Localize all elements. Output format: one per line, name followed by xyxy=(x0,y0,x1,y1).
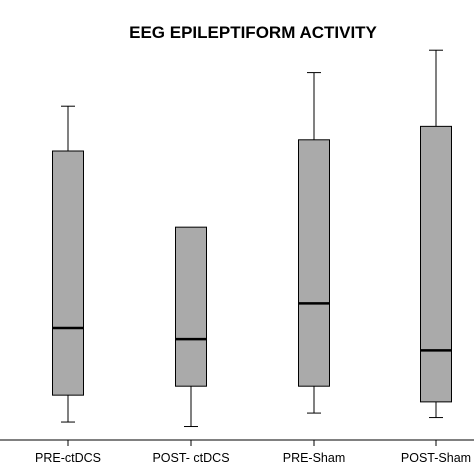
chart-marks xyxy=(52,49,452,428)
box-iqr xyxy=(175,226,207,387)
x-tick-label: POST- ctDCS xyxy=(152,451,229,465)
box-group-2 xyxy=(175,226,207,428)
box-group-4 xyxy=(420,49,452,419)
box-iqr xyxy=(52,150,84,396)
x-axis-ticks: PRE-ctDCS POST- ctDCS PRE-Sham POST-Sham xyxy=(35,440,471,465)
chart-title: EEG EPILEPTIFORM ACTIVITY xyxy=(129,23,377,42)
x-tick-label: PRE-Sham xyxy=(283,451,346,465)
box-iqr xyxy=(420,125,452,403)
box-group-3 xyxy=(298,72,330,414)
x-tick-label: POST-Sham xyxy=(401,451,471,465)
x-tick-label: PRE-ctDCS xyxy=(35,451,101,465)
box-iqr xyxy=(298,139,330,387)
box-group-1 xyxy=(52,105,84,423)
